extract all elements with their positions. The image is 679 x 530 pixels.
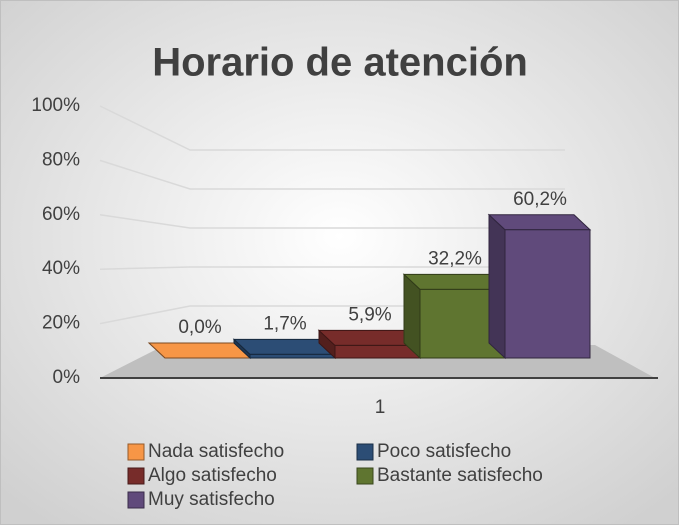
- y-tick-label: 100%: [31, 95, 80, 116]
- bar: [249, 353, 336, 359]
- legend-label: Poco satisfecho: [377, 441, 511, 462]
- bar: [334, 344, 421, 359]
- y-tick-label: 20%: [42, 313, 80, 334]
- bar-top: [487, 214, 592, 231]
- y-tick-label: 60%: [42, 204, 80, 225]
- bar: [504, 229, 591, 359]
- legend-label: Nada satisfecho: [148, 441, 284, 462]
- grid-line: [99, 159, 565, 190]
- grid-line: [99, 105, 565, 151]
- bar-side: [488, 213, 506, 360]
- y-tick-label: 0%: [53, 367, 81, 388]
- x-tick-label: 1: [375, 397, 386, 418]
- legend-swatch: [356, 443, 374, 461]
- chart-title: Horario de atención: [152, 41, 528, 85]
- y-tick-label: 80%: [42, 149, 80, 170]
- legend-label: Algo satisfecho: [148, 465, 277, 486]
- legend-swatch: [127, 467, 145, 485]
- legend-swatch: [356, 467, 374, 485]
- bar-top: [147, 342, 252, 359]
- data-label: 60,2%: [513, 189, 567, 210]
- legend-swatch: [127, 491, 145, 509]
- data-label: 5,9%: [348, 304, 391, 325]
- grid-line: [99, 266, 565, 270]
- data-label: 0,0%: [178, 317, 221, 338]
- legend-swatch: [127, 443, 145, 461]
- legend-label: Bastante satisfecho: [377, 465, 543, 486]
- data-label: 32,2%: [428, 248, 482, 269]
- y-tick-label: 40%: [42, 258, 80, 279]
- legend-label: Muy satisfecho: [148, 489, 275, 510]
- grid-line: [99, 214, 565, 229]
- data-label: 1,7%: [263, 313, 306, 334]
